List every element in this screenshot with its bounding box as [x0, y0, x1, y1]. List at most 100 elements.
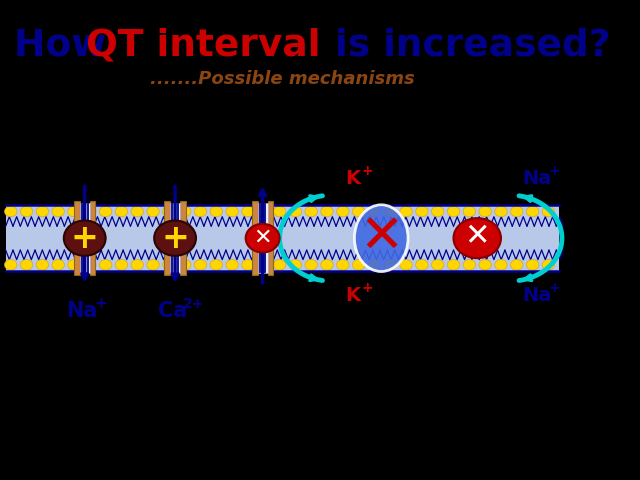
Ellipse shape	[479, 260, 492, 270]
Ellipse shape	[353, 260, 365, 270]
Text: ✕: ✕	[465, 223, 490, 252]
Ellipse shape	[415, 206, 428, 216]
Ellipse shape	[431, 260, 444, 270]
Ellipse shape	[20, 206, 33, 216]
Ellipse shape	[384, 206, 396, 216]
Ellipse shape	[337, 260, 349, 270]
Ellipse shape	[479, 206, 492, 216]
Text: K: K	[346, 169, 360, 188]
Ellipse shape	[400, 206, 412, 216]
Ellipse shape	[321, 206, 333, 216]
Ellipse shape	[4, 260, 17, 270]
Ellipse shape	[115, 206, 127, 216]
Text: +: +	[549, 165, 561, 179]
Ellipse shape	[355, 205, 408, 272]
Text: ✕: ✕	[253, 227, 272, 247]
Bar	[170, 203, 180, 273]
Ellipse shape	[210, 260, 223, 270]
Ellipse shape	[226, 206, 238, 216]
Ellipse shape	[147, 260, 159, 270]
Text: Na: Na	[522, 169, 551, 188]
Text: .......Possible mechanisms: .......Possible mechanisms	[150, 70, 415, 87]
Ellipse shape	[305, 260, 317, 270]
Ellipse shape	[257, 260, 270, 270]
Ellipse shape	[4, 206, 17, 216]
Ellipse shape	[431, 206, 444, 216]
Ellipse shape	[163, 260, 175, 270]
Ellipse shape	[257, 206, 270, 216]
Bar	[164, 201, 170, 275]
Ellipse shape	[400, 260, 412, 270]
Ellipse shape	[542, 206, 555, 216]
Bar	[74, 201, 79, 275]
Ellipse shape	[84, 206, 96, 216]
Ellipse shape	[273, 260, 286, 270]
Bar	[180, 201, 186, 275]
Text: QT interval: QT interval	[86, 27, 321, 63]
Bar	[0, 0, 564, 22]
Ellipse shape	[526, 260, 539, 270]
Ellipse shape	[179, 206, 191, 216]
Ellipse shape	[337, 206, 349, 216]
Ellipse shape	[463, 260, 476, 270]
Ellipse shape	[52, 206, 65, 216]
Ellipse shape	[542, 260, 555, 270]
Ellipse shape	[526, 206, 539, 216]
Text: ✕: ✕	[359, 211, 403, 263]
Ellipse shape	[273, 206, 286, 216]
Text: 2+: 2+	[182, 297, 204, 311]
Ellipse shape	[305, 206, 317, 216]
Ellipse shape	[52, 260, 65, 270]
Ellipse shape	[289, 206, 301, 216]
Text: +: +	[362, 165, 374, 179]
Ellipse shape	[36, 260, 49, 270]
Bar	[79, 203, 90, 273]
Ellipse shape	[353, 206, 365, 216]
Text: Na: Na	[522, 286, 551, 305]
Ellipse shape	[463, 206, 476, 216]
Ellipse shape	[242, 260, 254, 270]
Ellipse shape	[495, 260, 507, 270]
Ellipse shape	[20, 260, 33, 270]
Text: +: +	[161, 222, 189, 255]
Ellipse shape	[115, 260, 127, 270]
Ellipse shape	[147, 206, 159, 216]
Circle shape	[246, 224, 280, 252]
Ellipse shape	[511, 206, 523, 216]
Ellipse shape	[321, 260, 333, 270]
Ellipse shape	[242, 206, 254, 216]
Ellipse shape	[289, 260, 301, 270]
Ellipse shape	[210, 206, 223, 216]
Ellipse shape	[368, 206, 381, 216]
Ellipse shape	[84, 260, 96, 270]
Bar	[257, 203, 268, 273]
Ellipse shape	[195, 260, 207, 270]
Ellipse shape	[226, 260, 238, 270]
Ellipse shape	[99, 206, 112, 216]
Ellipse shape	[99, 260, 112, 270]
Bar	[252, 201, 257, 275]
Ellipse shape	[163, 206, 175, 216]
Ellipse shape	[368, 260, 381, 270]
Ellipse shape	[68, 260, 80, 270]
Ellipse shape	[447, 206, 460, 216]
Ellipse shape	[415, 260, 428, 270]
Bar	[90, 201, 95, 275]
Text: +: +	[362, 281, 374, 295]
Ellipse shape	[36, 206, 49, 216]
Text: +: +	[94, 296, 107, 312]
Text: How: How	[14, 27, 119, 63]
Text: Na: Na	[66, 300, 97, 321]
Bar	[0, 455, 564, 480]
Text: +: +	[71, 222, 99, 255]
Ellipse shape	[68, 206, 80, 216]
Ellipse shape	[131, 206, 143, 216]
Ellipse shape	[384, 260, 396, 270]
Circle shape	[64, 220, 106, 256]
Text: is increased?: is increased?	[322, 27, 611, 63]
Ellipse shape	[131, 260, 143, 270]
Ellipse shape	[195, 206, 207, 216]
Circle shape	[154, 220, 196, 256]
Ellipse shape	[495, 206, 507, 216]
Text: K: K	[346, 286, 360, 305]
